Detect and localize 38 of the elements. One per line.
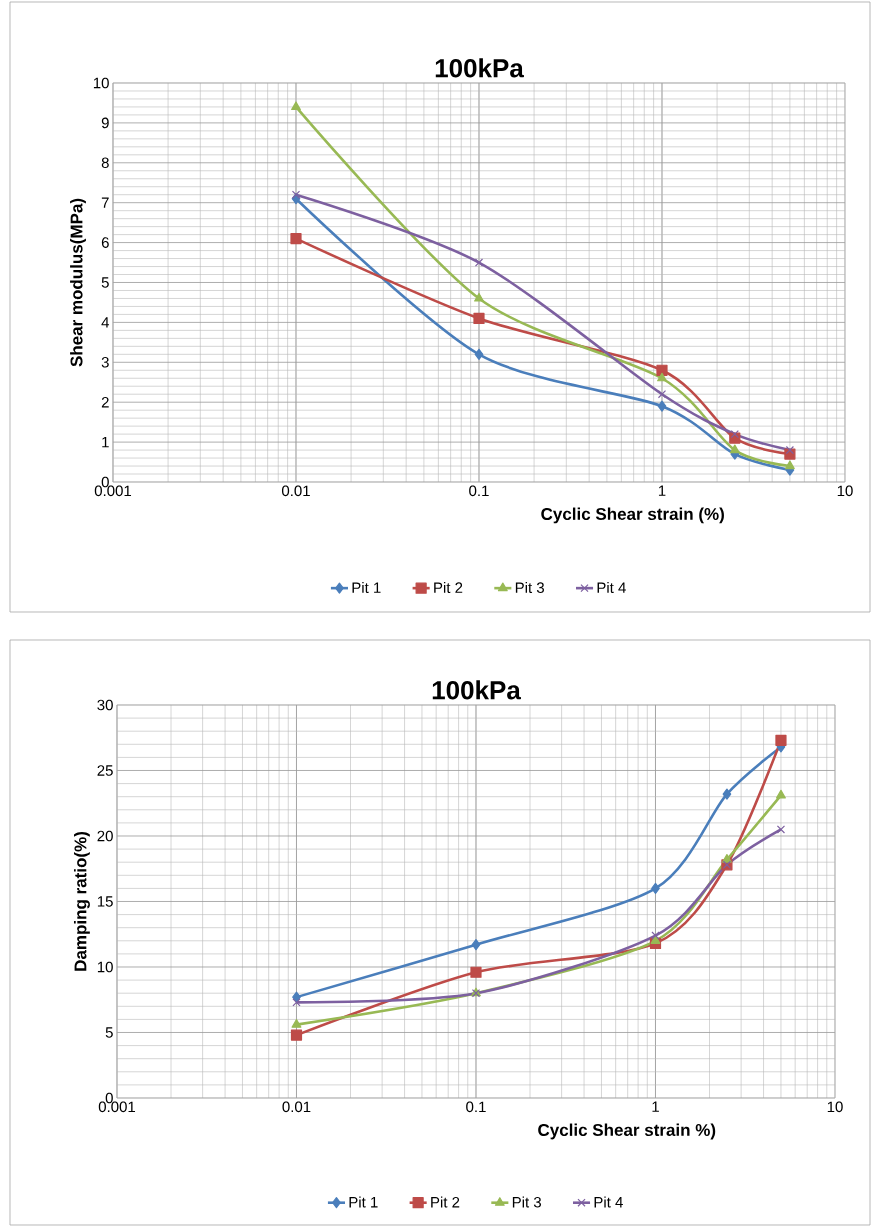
chart-title: 100kPa [435,58,524,78]
legend-label: Pit 4 [594,1196,623,1208]
legend-label: Pit 3 [515,581,544,593]
legend-label: Pit 1 [349,1196,378,1208]
y-tick-label: 5 [101,277,109,288]
x-tick-label: 1 [652,1101,659,1112]
x-tick-label: 10 [827,1101,843,1113]
legend-label: Pit 2 [434,581,463,593]
y-tick-label: 10 [97,961,113,973]
y-tick-label: 10 [93,77,109,89]
y-tick-label: 4 [101,317,110,328]
y-tick-label: 1 [102,436,109,448]
legend-label: Pit 1 [352,581,381,593]
y-tick-label: 20 [97,830,113,842]
y-tick-label: 15 [97,896,113,907]
x-tick-label: 0.01 [282,1101,311,1113]
y-tick-label: 6 [101,237,109,248]
y-axis-title: Damping ratio(%) [74,832,90,971]
y-tick-label: 30 [97,699,113,711]
x-tick-label: 10 [837,485,853,497]
x-axis-title: Cyclic Shear strain (%) [541,507,724,524]
x-tick-label: 0.1 [469,485,489,497]
y-tick-label: 3 [101,356,109,368]
y-tick-label: 8 [101,157,109,169]
x-tick-label: 1 [658,485,666,496]
y-tick-label: 5 [105,1027,113,1038]
legend-label: Pit 3 [512,1196,542,1208]
x-tick-label: 0.01 [281,485,310,497]
y-tick-label: 9 [101,117,109,129]
y-tick-label: 2 [101,396,109,408]
y-tick-label: 7 [101,197,109,208]
legend-label: Pit 4 [597,581,626,593]
chart-title: 100kPa [432,680,521,700]
y-tick-label: 25 [97,765,113,776]
legend-label: Pit 2 [431,1196,460,1208]
y-axis-title: Shear modulus(MPa) [70,198,86,367]
x-axis-title: Cyclic Shear strain %) [538,1123,716,1140]
x-tick-label: 0.1 [466,1101,486,1113]
